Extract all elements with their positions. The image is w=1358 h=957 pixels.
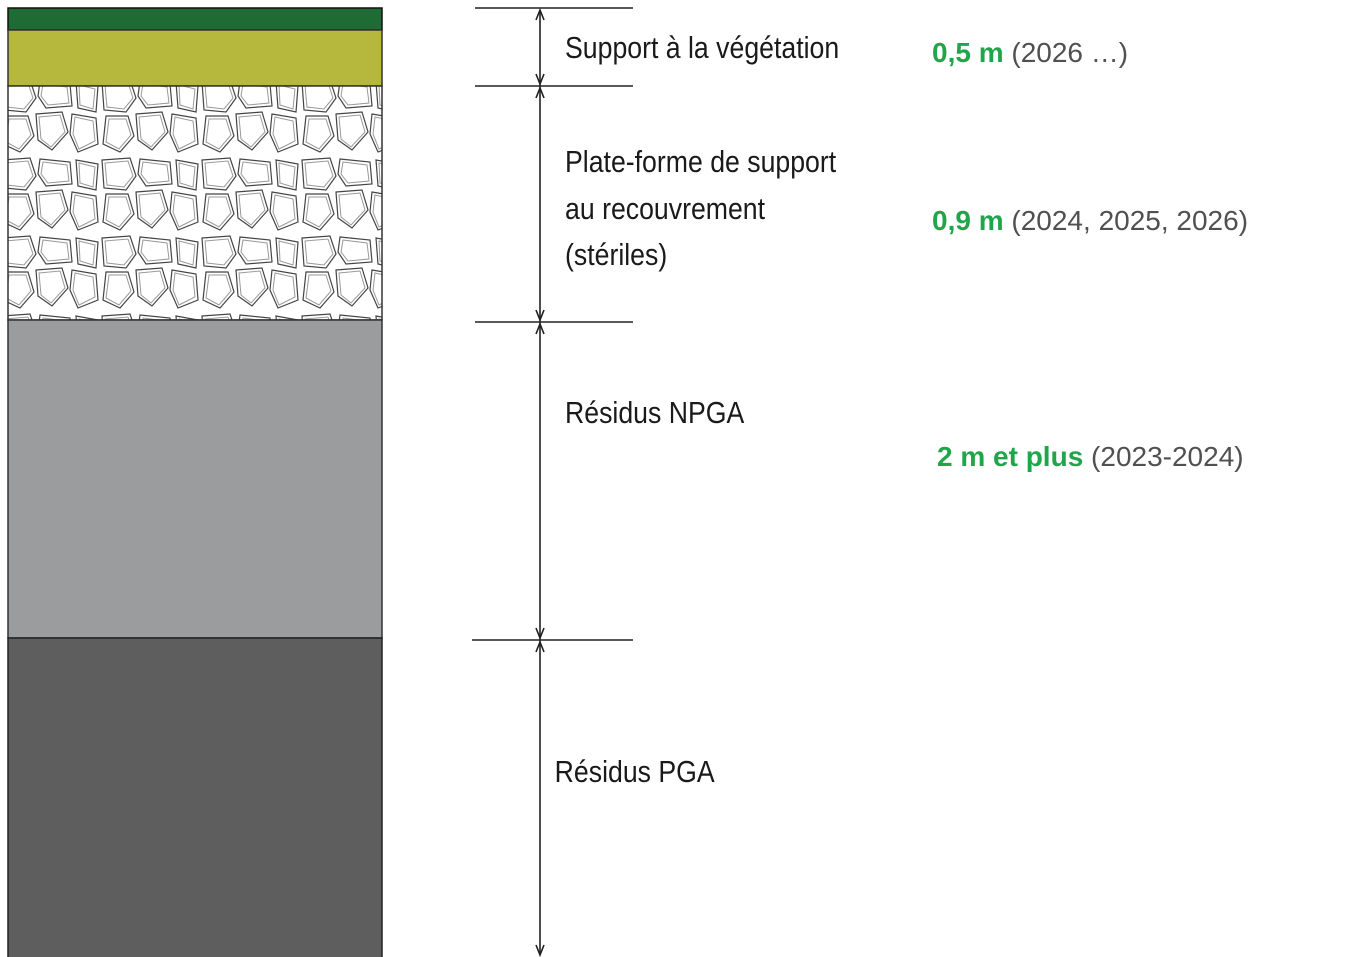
layer-vegetation bbox=[8, 30, 382, 86]
layer-sterile bbox=[8, 86, 382, 320]
thickness-value: 0,5 m bbox=[932, 37, 1004, 68]
layer-label: (stériles) bbox=[565, 238, 667, 272]
layer-label: Résidus NPGA bbox=[565, 396, 745, 430]
thickness: 2 m et plus (2023-2024) bbox=[937, 441, 1244, 472]
thickness-value: 0,9 m bbox=[932, 205, 1004, 236]
layer-top bbox=[8, 8, 382, 30]
layer-label: Résidus PGA bbox=[555, 755, 716, 789]
thickness: 0,5 m (2026 …) bbox=[932, 37, 1128, 68]
labels: Support à la végétation Plate-forme de s… bbox=[555, 31, 839, 789]
soil-column bbox=[8, 8, 382, 957]
years: (2023-2024) bbox=[1091, 441, 1244, 472]
layer-label: Support à la végétation bbox=[565, 31, 839, 65]
diagram: Support à la végétation Plate-forme de s… bbox=[0, 0, 1358, 957]
thickness-value: 2 m et plus bbox=[937, 441, 1083, 472]
years: (2024, 2025, 2026) bbox=[1011, 205, 1248, 236]
layer-label: Plate-forme de support bbox=[565, 145, 836, 179]
years: (2026 …) bbox=[1011, 37, 1128, 68]
layer-label: au recouvrement bbox=[565, 192, 765, 226]
layer-pga bbox=[8, 638, 382, 957]
thickness: 0,9 m (2024, 2025, 2026) bbox=[932, 205, 1248, 236]
layer-npga bbox=[8, 320, 382, 638]
